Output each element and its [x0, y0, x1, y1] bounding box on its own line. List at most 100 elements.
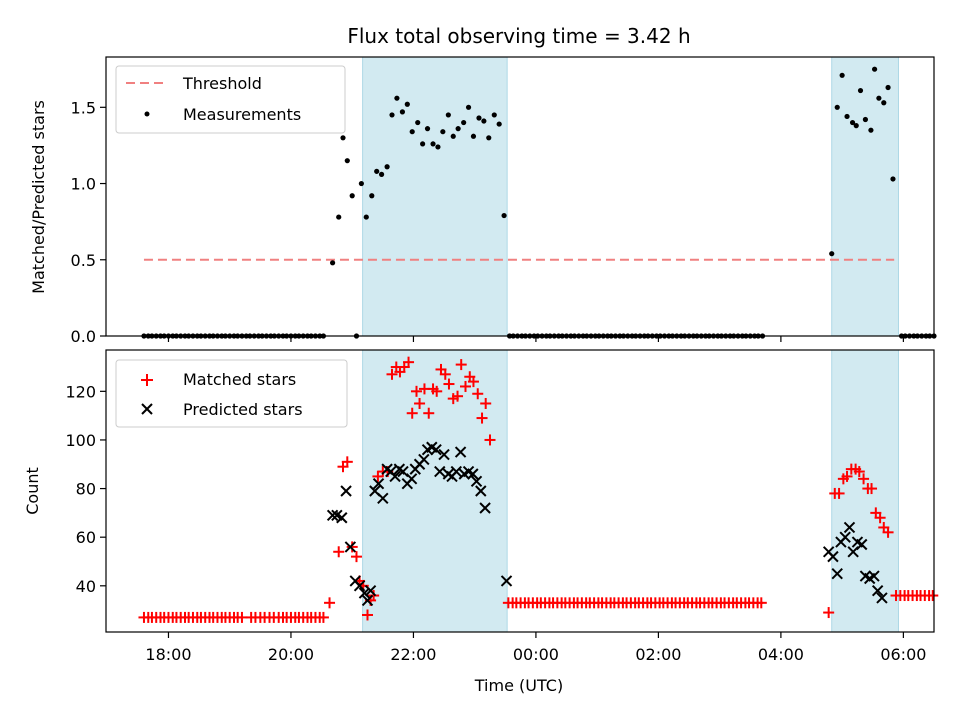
matched-star-point [484, 434, 496, 446]
chart-title: Flux total observing time = 3.42 h [347, 24, 690, 48]
legend-matched-swatch [141, 374, 153, 386]
matched-star-point [350, 551, 362, 563]
measurement-point [404, 101, 410, 107]
measurement-point [394, 95, 400, 101]
x-tick-label: 20:00 [268, 645, 314, 664]
matched-star-point [423, 407, 435, 419]
measurement-point [384, 164, 390, 170]
legend-predicted-swatch [141, 403, 153, 415]
measurement-point [363, 214, 369, 220]
matched-star-point [431, 385, 443, 397]
matched-star-point [833, 487, 845, 499]
matched-star-point [841, 470, 853, 482]
measurement-point [445, 112, 451, 118]
predicted-star-point [839, 531, 851, 543]
x-tick-label: 00:00 [513, 645, 559, 664]
measurement-point [358, 180, 364, 187]
matched-star-point [236, 611, 248, 623]
measurement-point [481, 118, 487, 124]
matched-star-point [324, 597, 336, 609]
measurement-point [450, 133, 456, 139]
shaded-interval-2 [831, 56, 899, 337]
measurement-point [853, 123, 859, 129]
measurement-point [885, 84, 891, 91]
measurement-point [857, 87, 864, 94]
predicted-star-point [358, 587, 371, 599]
measurement-point [890, 176, 896, 182]
matched-star-point [459, 380, 471, 392]
matched-star-point [823, 607, 835, 619]
matched-star-point [333, 546, 345, 558]
predicted-star-point [479, 502, 491, 514]
measurement-point [430, 141, 436, 147]
y-tick-label: 1.0 [71, 175, 96, 194]
legend-measurements-swatch [144, 111, 150, 117]
measurement-point [829, 251, 835, 257]
measurement-point [455, 126, 461, 132]
measurement-point [461, 119, 467, 126]
measurement-point [849, 119, 856, 126]
bottom-y-ticks: 40 60 80 100 120 [65, 382, 106, 596]
predicted-star-point [430, 443, 442, 456]
top-x-ticks [167, 336, 904, 342]
x-tick-label: 06:00 [880, 645, 926, 664]
predicted-star-points [326, 441, 888, 607]
matched-star-point [406, 407, 418, 419]
measurement-point [839, 72, 845, 78]
top-y-axis-label: Matched/Predicted stars [29, 100, 48, 294]
legend-matched-label: Matched stars [183, 370, 296, 389]
predicted-star-point [876, 592, 888, 604]
measurement-point [844, 113, 850, 120]
predicted-star-point [418, 453, 430, 466]
matched-star-point [403, 356, 415, 368]
x-tick-label: 18:00 [145, 645, 191, 664]
predicted-star-point [467, 468, 479, 480]
measurement-point [876, 95, 882, 101]
matched-star-point [455, 359, 467, 371]
matched-star-point [452, 390, 464, 402]
measurement-point [378, 171, 385, 177]
matched-star-point [443, 378, 455, 390]
predicted-star-point [454, 446, 467, 458]
shaded-interval-1 [362, 349, 508, 633]
y-tick-label: 0.0 [71, 327, 96, 346]
bottom-shaded-intervals [362, 349, 899, 633]
matched-star-point [414, 397, 426, 409]
predicted-star-point [340, 485, 352, 497]
x-axis-label: Time (UTC) [474, 676, 563, 695]
measurement-point [424, 126, 431, 132]
matched-star-point [866, 483, 878, 495]
predicted-star-point [336, 512, 348, 524]
measurement-point [374, 168, 380, 174]
top-legend-box [115, 65, 346, 134]
predicted-star-point [405, 473, 418, 485]
measurement-point [491, 112, 497, 118]
matched-star-point [858, 473, 870, 485]
predicted-star-point [470, 475, 483, 487]
shaded-interval-1 [362, 56, 508, 337]
predicted-star-point [450, 465, 463, 478]
matched-star-point [368, 590, 380, 602]
legend-measurements-label: Measurements [183, 105, 301, 124]
measurement-point [415, 119, 421, 126]
top-panel: 0.0 0.5 1.0 1.5 Matched/Predicted stars Thr… [29, 56, 937, 346]
x-tick-label: 02:00 [635, 645, 681, 664]
measurement-point [476, 115, 482, 121]
matched-star-point [346, 541, 358, 553]
matched-star-point [362, 609, 374, 621]
top-axes-frame [105, 56, 935, 337]
matched-star-point [480, 397, 492, 409]
predicted-star-point [843, 521, 856, 534]
y-tick-label: 80 [76, 480, 96, 499]
measurement-point [868, 127, 874, 133]
predicted-star-point [500, 575, 513, 587]
measurement-point [862, 116, 869, 123]
bottom-legend: Matched stars Predicted stars [115, 359, 348, 428]
matched-star-point [341, 456, 353, 468]
bottom-panel: 40 60 80 100 120 18:00 20:00 22:00 00:00 02:00 04… [23, 349, 939, 695]
matched-star-point [472, 388, 484, 400]
top-shaded-intervals [362, 56, 899, 337]
measurement-point [435, 144, 441, 150]
measurement-point [389, 112, 395, 118]
